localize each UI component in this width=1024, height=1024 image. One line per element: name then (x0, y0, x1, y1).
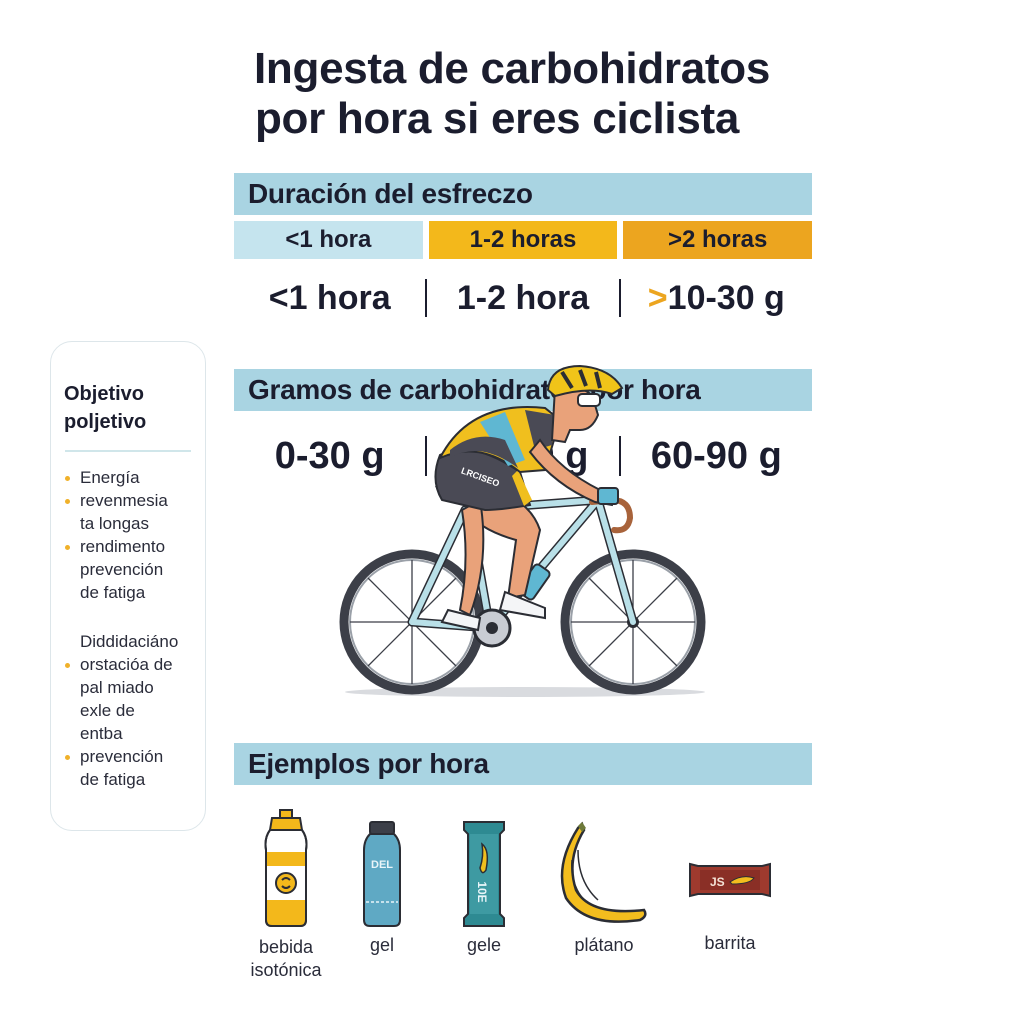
example-label: barrita (704, 933, 756, 953)
greater-than-prefix: > (647, 278, 668, 317)
svg-text:10E: 10E (475, 881, 489, 902)
objective-card: Objetivo poljetivo Energía revenmesia ta… (50, 341, 206, 831)
example-gel-pack: 10E gele (456, 820, 512, 957)
example-label: plátano (574, 935, 634, 955)
example-label: bebida (258, 937, 314, 957)
divider (618, 436, 621, 476)
list-item: rendimento (65, 535, 168, 558)
banana-icon (560, 821, 647, 923)
list-item: revenmesia (65, 489, 168, 512)
example-energy-bar: JS barrita (688, 860, 772, 955)
list-item: pal miado (80, 678, 154, 697)
duration-values-row: <1 hora 1-2 hora >10-30 g (234, 272, 812, 324)
carbs-value-low: 0-30 g (274, 434, 385, 477)
gel-pack-icon: 10E (463, 821, 505, 927)
divider (425, 436, 428, 476)
example-gel: DEL gel (354, 820, 410, 957)
list-item: entba (80, 724, 123, 743)
objective-title-line-1: Objetivo (64, 383, 145, 405)
list-item: orstacióa de (65, 653, 178, 676)
sports-bottle-icon (264, 809, 308, 927)
example-label-line-2: isotónica (250, 960, 322, 980)
example-banana: plátano (552, 820, 656, 957)
list-item: Energía (65, 466, 168, 489)
duration-section-header: Duración del esfreczo (234, 173, 812, 215)
carbs-section-header: Gramos de carbohidratos por hora (234, 369, 812, 411)
cyclist-illustration-icon: LRCISEO (339, 364, 706, 697)
list-item: de fatiga (80, 583, 146, 602)
carbs-value-high: 60-90 g (650, 434, 782, 477)
duration-categories: <1 hora 1-2 horas >2 horas (234, 221, 813, 259)
energy-bar-icon: JS (689, 862, 771, 898)
objective-title-line-2: poljetivo (64, 411, 147, 433)
objective-list-1: Energía revenmesia ta longas rendimento … (65, 466, 168, 604)
card-divider (65, 450, 191, 452)
duration-value-3-text: 10-30 g (667, 278, 785, 317)
objective-card-title: Objetivo poljetivo (64, 380, 146, 436)
gel-bottle-icon: DEL (363, 821, 401, 927)
list-item: exle de (80, 701, 135, 720)
svg-text:JS: JS (710, 875, 725, 889)
list-item: prevención (80, 560, 164, 579)
list-item: ta longas (80, 514, 149, 533)
page-title: Ingesta de carbohidratos por hora si ere… (0, 44, 1024, 144)
list-item: de fatiga (80, 770, 146, 789)
list-item: prevención (65, 745, 178, 768)
duration-cell-under-1h: <1 hora (234, 221, 423, 259)
duration-cell-over-2h: >2 horas (623, 221, 813, 259)
examples-row: bebida isotónica DEL gel 10E gele plátan… (234, 808, 812, 988)
duration-cell-1-2h: 1-2 horas (428, 221, 618, 259)
divider (425, 279, 428, 317)
duration-value-1: <1 hora (268, 278, 391, 317)
example-label: gele (466, 935, 502, 955)
examples-section-header: Ejemplos por hora (234, 743, 812, 785)
list-item: Diddidaciáno (80, 632, 179, 651)
objective-list-2: Diddidaciáno orstacióa de pal miado exle… (65, 630, 178, 791)
divider (618, 279, 621, 317)
duration-value-2: 1-2 hora (456, 278, 590, 317)
example-isotonic-drink: bebida isotónica (248, 808, 324, 982)
example-label: gel (369, 935, 395, 955)
title-line-2: por hora si eres ciclista (254, 94, 740, 143)
title-line-1: Ingesta de carbohidratos (253, 44, 771, 93)
duration-value-3: >10-30 g (621, 279, 812, 318)
svg-text:DEL: DEL (371, 859, 393, 871)
